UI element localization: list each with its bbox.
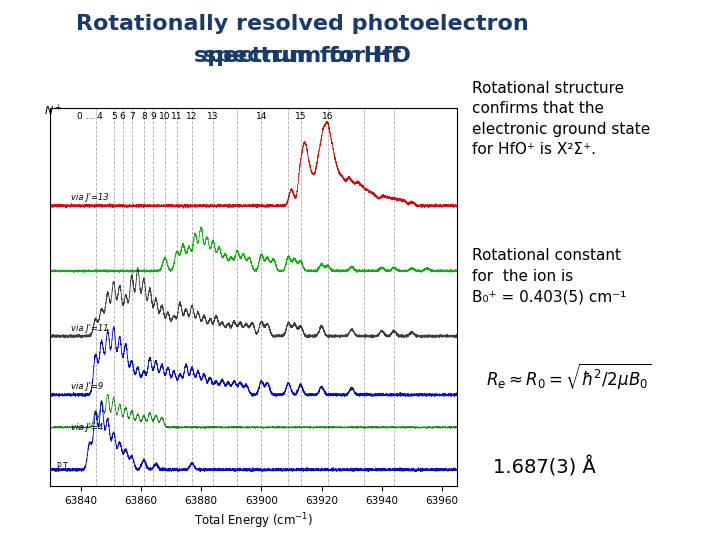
Text: spectrum for HfO: spectrum for HfO	[194, 46, 411, 66]
X-axis label: Total Energy (cm$^{-1}$): Total Energy (cm$^{-1}$)	[194, 511, 313, 531]
Text: 0 ... 4: 0 ... 4	[77, 112, 102, 121]
Text: 10: 10	[159, 112, 171, 121]
Text: spectrum for Hf: spectrum for Hf	[204, 46, 401, 66]
Text: 15: 15	[294, 112, 306, 121]
Text: P,T...: P,T...	[56, 462, 74, 471]
Text: 8: 8	[141, 112, 147, 121]
Text: via J'=11: via J'=11	[71, 324, 109, 333]
Text: 5: 5	[111, 112, 117, 121]
Text: via J'=4: via J'=4	[71, 423, 104, 432]
Text: 6: 6	[120, 112, 125, 121]
Text: via J'=9: via J'=9	[71, 382, 104, 392]
Text: $R_e \approx R_0 = \sqrt{\hbar^2/2\mu B_0}$: $R_e \approx R_0 = \sqrt{\hbar^2/2\mu B_…	[486, 362, 652, 392]
Text: 13: 13	[207, 112, 219, 121]
Text: Rotational structure
confirms that the
electronic ground state
for HfO⁺ is X²Σ⁺.: Rotational structure confirms that the e…	[472, 81, 650, 157]
Text: 7: 7	[129, 112, 135, 121]
Text: 9: 9	[150, 112, 156, 121]
Text: 11: 11	[171, 112, 183, 121]
Text: 16: 16	[322, 112, 333, 121]
Text: 1.687(3) Å: 1.687(3) Å	[493, 456, 596, 477]
Text: Rotationally resolved photoelectron: Rotationally resolved photoelectron	[76, 14, 528, 33]
Text: Rotational constant
for  the ion is
B₀⁺ = 0.403(5) cm⁻¹: Rotational constant for the ion is B₀⁺ =…	[472, 248, 626, 304]
Text: 12: 12	[186, 112, 198, 121]
Text: 14: 14	[256, 112, 267, 121]
Text: via J'=13: via J'=13	[71, 193, 109, 202]
Text: $N^+$: $N^+$	[45, 103, 63, 118]
